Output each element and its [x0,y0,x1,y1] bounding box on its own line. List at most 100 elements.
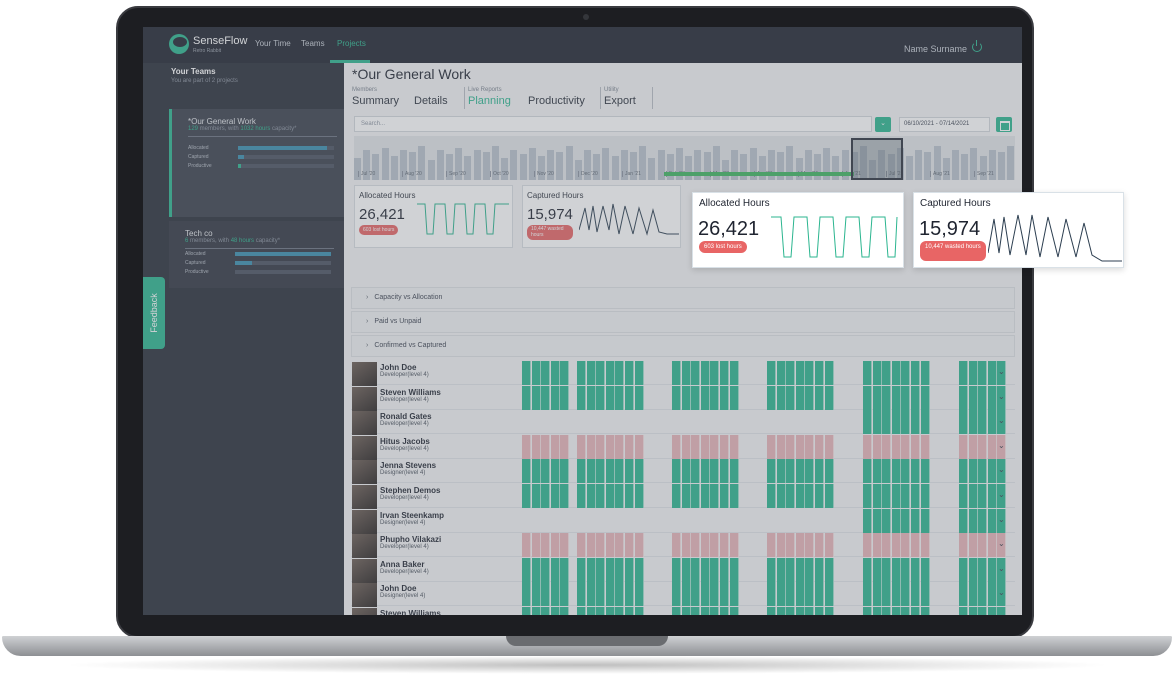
planning-cell[interactable] [815,557,824,582]
planning-cell[interactable] [872,434,882,459]
planning-cell[interactable] [901,410,911,435]
planning-cell[interactable] [805,459,815,484]
planning-cell[interactable] [710,385,720,410]
planning-cell[interactable] [911,385,920,410]
planning-cell[interactable] [710,434,720,459]
planning-cell[interactable] [959,410,968,435]
planning-cell[interactable] [824,385,834,410]
planning-cell[interactable] [729,484,739,508]
planning-cell[interactable] [522,385,531,410]
planning-cell[interactable] [863,582,872,607]
planning-cell[interactable] [586,582,596,607]
chevron-down-icon[interactable]: ⌄ [998,391,1005,401]
chevron-down-icon[interactable]: ⌄ [998,490,1005,499]
planning-cell[interactable] [987,607,997,615]
planning-cell[interactable] [691,361,701,385]
planning-cell[interactable] [805,484,815,508]
planning-cell[interactable] [997,557,1007,582]
planning-cell[interactable] [795,607,805,615]
planning-cell[interactable] [959,484,968,508]
planning-cell[interactable] [911,459,920,484]
planning-cell[interactable] [901,361,911,385]
planning-cell[interactable] [987,385,997,410]
planning-cell[interactable] [786,607,796,615]
planning-cell[interactable] [911,361,920,385]
planning-cell[interactable] [605,361,615,385]
person-row[interactable]: Ronald Gates Developer(level 4) ⌄ [351,410,1015,436]
planning-cell[interactable] [577,434,586,459]
planning-cell[interactable] [691,533,701,558]
planning-cell[interactable] [586,459,596,484]
planning-cell[interactable] [805,361,815,385]
planning-cell[interactable] [863,484,872,508]
planning-cell[interactable] [560,607,570,615]
planning-cell[interactable] [681,361,691,385]
planning-cell[interactable] [815,607,824,615]
planning-cell[interactable] [720,385,729,410]
planning-cell[interactable] [729,434,739,459]
planning-cell[interactable] [959,582,968,607]
planning-cell[interactable] [672,484,681,508]
planning-cell[interactable] [968,484,978,508]
planning-cell[interactable] [634,533,644,558]
planning-cell[interactable] [997,385,1007,410]
planning-cell[interactable] [997,459,1007,484]
planning-cell[interactable] [978,459,988,484]
planning-cell[interactable] [997,607,1007,615]
planning-cell[interactable] [681,385,691,410]
planning-cell[interactable] [882,459,892,484]
planning-cell[interactable] [863,533,872,558]
planning-cell[interactable] [987,459,997,484]
planning-cell[interactable] [863,410,872,435]
planning-cell[interactable] [710,582,720,607]
planning-cell[interactable] [997,484,1007,508]
person-row[interactable]: Stephen Demos Developer(level 4) ⌄ [351,484,1015,509]
planning-cell[interactable] [586,434,596,459]
planning-cell[interactable] [891,508,901,533]
planning-cell[interactable] [776,607,786,615]
planning-cell[interactable] [920,385,930,410]
planning-cell[interactable] [615,533,625,558]
planning-cell[interactable] [920,434,930,459]
planning-cell[interactable] [596,582,606,607]
planning-cell[interactable] [805,607,815,615]
planning-cell[interactable] [605,607,615,615]
planning-cell[interactable] [681,582,691,607]
planning-cell[interactable] [901,385,911,410]
planning-cell[interactable] [968,434,978,459]
planning-cell[interactable] [776,582,786,607]
planning-cell[interactable] [987,582,997,607]
chevron-down-icon[interactable]: ⌄ [998,465,1005,475]
planning-cell[interactable] [541,582,551,607]
planning-cell[interactable] [959,533,968,558]
tab-export[interactable]: Export [604,95,636,107]
planning-cell[interactable] [786,434,796,459]
planning-cell[interactable] [872,410,882,435]
planning-cell[interactable] [615,557,625,582]
planning-cell[interactable] [596,385,606,410]
nav-teams[interactable]: Teams [301,39,325,48]
planning-cell[interactable] [968,459,978,484]
planning-cell[interactable] [891,361,901,385]
planning-cell[interactable] [786,385,796,410]
planning-cell[interactable] [596,361,606,385]
planning-cell[interactable] [625,607,634,615]
search-input[interactable]: Search... [354,116,872,132]
person-row[interactable]: Jenna Stevens Designer(level 4) ⌄ [351,459,1015,485]
planning-cell[interactable] [901,434,911,459]
planning-cell[interactable] [872,459,882,484]
chevron-down-icon[interactable]: ⌄ [998,539,1005,549]
planning-cell[interactable] [550,434,560,459]
planning-cell[interactable] [824,582,834,607]
planning-cell[interactable] [863,434,872,459]
planning-cell[interactable] [767,607,776,615]
planning-cell[interactable] [729,557,739,582]
planning-cell[interactable] [872,533,882,558]
planning-cell[interactable] [959,508,968,533]
planning-cell[interactable] [691,385,701,410]
planning-cell[interactable] [720,582,729,607]
planning-cell[interactable] [824,484,834,508]
planning-cell[interactable] [911,434,920,459]
tab-productivity[interactable]: Productivity [528,95,585,107]
planning-cell[interactable] [815,459,824,484]
